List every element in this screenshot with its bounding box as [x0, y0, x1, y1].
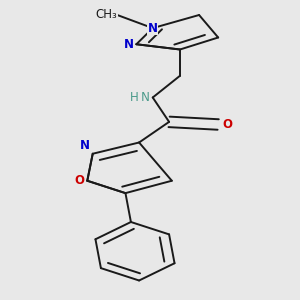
Text: N: N	[148, 22, 158, 34]
Text: O: O	[223, 118, 232, 131]
Text: O: O	[74, 174, 85, 187]
Text: H N: H N	[130, 91, 150, 104]
Text: N: N	[80, 139, 90, 152]
Text: CH₃: CH₃	[95, 8, 117, 22]
Text: N: N	[124, 38, 134, 51]
